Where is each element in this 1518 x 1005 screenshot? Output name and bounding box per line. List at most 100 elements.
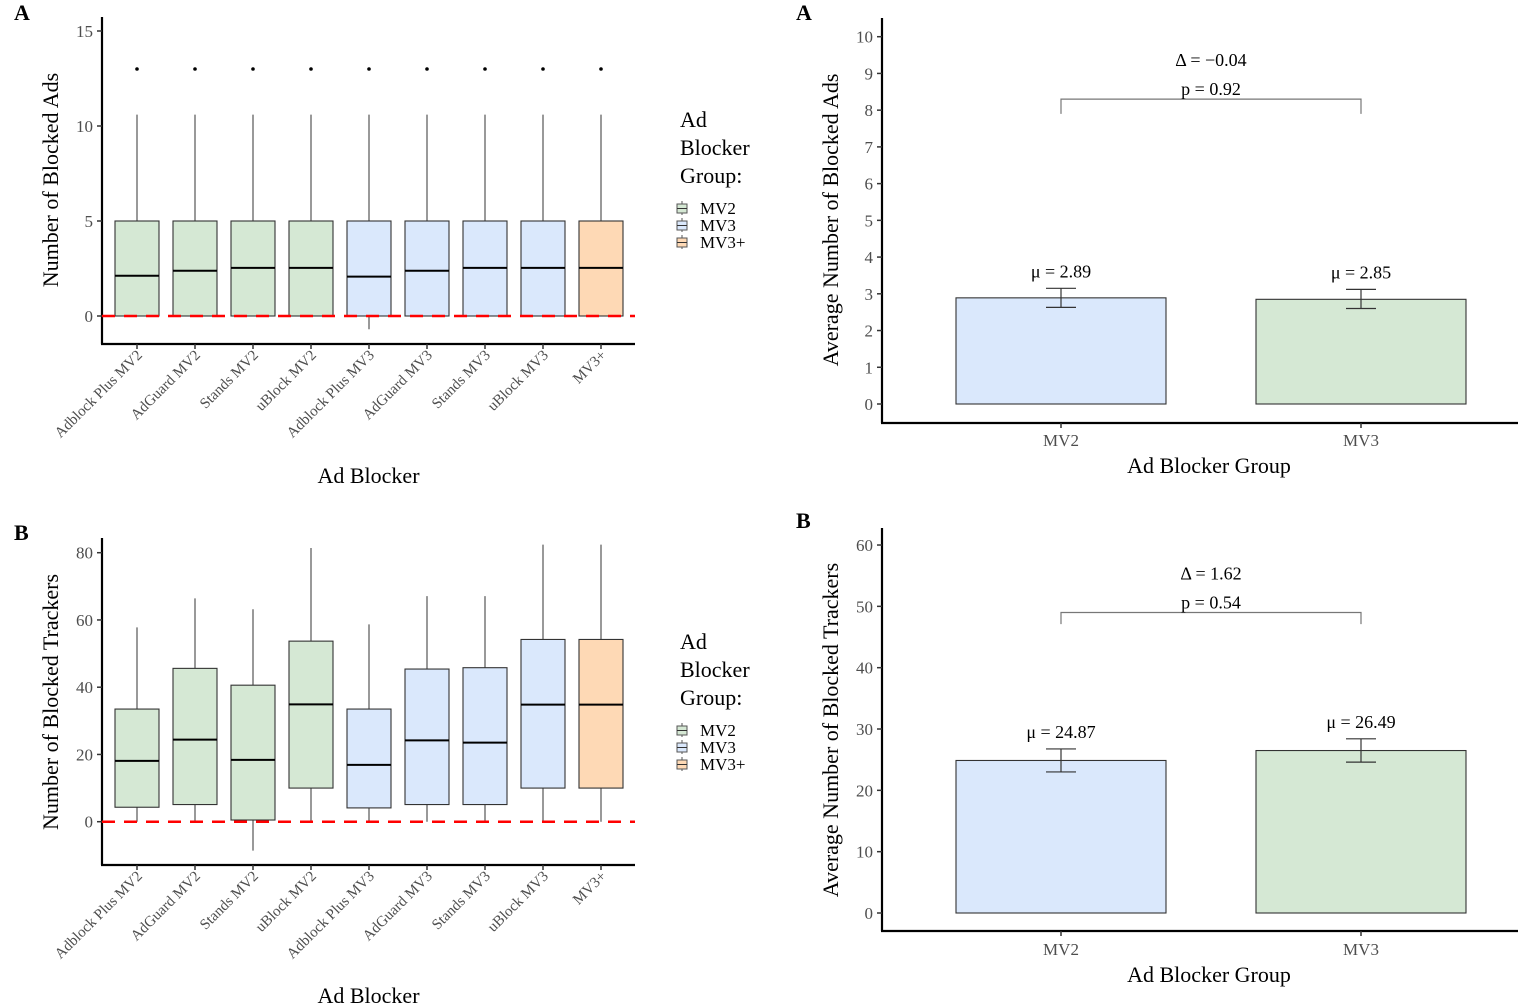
boxplot-blocked-trackers: 0 20 40 60 80 Number of Blocked Trackers Ad Bl…: [38, 538, 750, 1005]
box-adguard-mv3: [404, 596, 450, 822]
bracket-line: [1060, 611, 1362, 625]
y-tick-label: 80: [76, 544, 93, 563]
legend-label: MV3: [700, 216, 736, 235]
y-axis-title: Number of Blocked Trackers: [38, 574, 63, 830]
x-axis-title: Ad Blocker Group: [1127, 962, 1291, 987]
box-iqr: [114, 220, 160, 317]
y-tick-label: 20: [856, 781, 873, 800]
y-tick-label: 10: [76, 117, 93, 136]
box-adblock-plus-mv2: [114, 67, 160, 317]
legend-key-mv3plus: [676, 235, 688, 249]
barchart-average-blocked-trackers: 0 10 20 30 40 50 60 Average Number of Blocked T…: [818, 528, 1518, 987]
y-tick-label: 20: [76, 745, 93, 764]
y-tick-label: 1: [865, 358, 874, 377]
y-tick-label: 40: [856, 659, 873, 678]
bar: [955, 759, 1167, 914]
box-adguard-mv2: [172, 598, 218, 822]
legend-label: MV2: [700, 721, 736, 740]
x-tick-label: MV2: [1043, 940, 1079, 959]
box-iqr: [172, 220, 218, 317]
y-tick-label: 10: [856, 28, 873, 47]
y-tick-label: 5: [865, 211, 874, 230]
outlier-point: [251, 67, 255, 71]
y-tick-label: 60: [856, 536, 873, 555]
legend-title: Ad: [680, 107, 707, 132]
y-tick-label: 3: [865, 285, 874, 304]
significance-bracket: p = 0.92 Δ = −0.04: [1060, 50, 1362, 114]
box-adblock-plus-mv3: [346, 67, 392, 330]
outlier-point: [309, 67, 313, 71]
x-tick-label: MV3+: [570, 348, 610, 388]
delta-label: Δ = −0.04: [1175, 50, 1246, 70]
mean-label: μ = 24.87: [1026, 722, 1095, 742]
box-iqr: [346, 220, 392, 317]
y-tick-label: 10: [856, 843, 873, 862]
legend-key-mv3: [676, 740, 688, 754]
x-tick-label: MV3+: [570, 869, 610, 909]
x-tick-label: MV3: [1343, 431, 1379, 450]
x-tick-label: uBlock MV3: [485, 348, 552, 415]
legend-key-mv2: [676, 201, 688, 215]
outlier-point: [193, 67, 197, 71]
bracket-line: [1060, 98, 1362, 114]
bar: [1255, 749, 1467, 914]
panel-label-a-left: A: [14, 0, 30, 25]
y-axis-title: Average Number of Blocked Ads: [818, 74, 843, 367]
y-tick-label: 60: [76, 611, 93, 630]
box-ublock-mv3: [520, 67, 566, 317]
y-tick-label: 7: [865, 138, 874, 157]
y-axis-title: Average Number of Blocked Trackers: [818, 563, 843, 897]
box-stands-mv2: [230, 609, 276, 851]
x-tick-label: Adblock Plus MV2: [52, 348, 146, 442]
x-tick-label: uBlock MV3: [485, 869, 552, 936]
box-ublock-mv2: [288, 67, 334, 317]
legend-title: Ad: [680, 629, 707, 654]
box-stands-mv3: [462, 596, 508, 822]
box-stands-mv3: [462, 67, 508, 317]
y-tick-label: 2: [865, 322, 874, 341]
box-iqr: [172, 667, 218, 806]
box-iqr: [230, 684, 276, 821]
legend-label: MV3+: [700, 755, 745, 774]
significance-bracket: p = 0.54 Δ = 1.62: [1060, 563, 1362, 625]
x-tick-label: Adblock Plus MV2: [52, 869, 146, 963]
y-tick-label: 4: [865, 248, 874, 267]
y-tick-label: 15: [76, 22, 93, 41]
box-adguard-mv2: [172, 67, 218, 317]
mean-label: μ = 2.85: [1331, 262, 1391, 282]
outlier-point: [367, 67, 371, 71]
bar-group-mv3: μ = 2.85: [1255, 262, 1467, 405]
panel-label-b-left: B: [14, 520, 29, 545]
y-axis-title: Number of Blocked Ads: [38, 73, 63, 287]
box-mv3-: [578, 67, 624, 317]
bar-group-mv2: μ = 24.87: [955, 722, 1167, 914]
legend-key-mv3: [676, 218, 688, 232]
legend-label: MV3: [700, 738, 736, 757]
mean-label: μ = 2.89: [1031, 261, 1091, 281]
y-tick-label: 30: [856, 720, 873, 739]
box-iqr: [404, 668, 450, 806]
y-tick-label: 6: [865, 175, 874, 194]
x-tick-label: MV3: [1343, 940, 1379, 959]
box-iqr: [404, 220, 450, 317]
bar-group-mv2: μ = 2.89: [955, 261, 1167, 405]
box-iqr: [114, 708, 160, 808]
mean-label: μ = 26.49: [1326, 712, 1395, 732]
bar: [1255, 298, 1467, 405]
x-tick-label: MV2: [1043, 431, 1079, 450]
box-iqr: [578, 638, 624, 789]
p-value-label: p = 0.54: [1181, 592, 1241, 612]
box-mv3-: [578, 544, 624, 822]
x-tick-label: Stands MV2: [197, 869, 262, 934]
y-tick-label: 5: [85, 212, 94, 231]
legend-key-mv3plus: [676, 757, 688, 771]
legend-label: MV2: [700, 199, 736, 218]
p-value-label: p = 0.92: [1181, 79, 1241, 99]
y-tick-label: 40: [76, 678, 93, 697]
x-axis-title: Ad Blocker: [317, 463, 420, 488]
outlier-point: [135, 67, 139, 71]
x-tick-label: Stands MV3: [429, 348, 494, 413]
x-axis-title: Ad Blocker Group: [1127, 453, 1291, 478]
